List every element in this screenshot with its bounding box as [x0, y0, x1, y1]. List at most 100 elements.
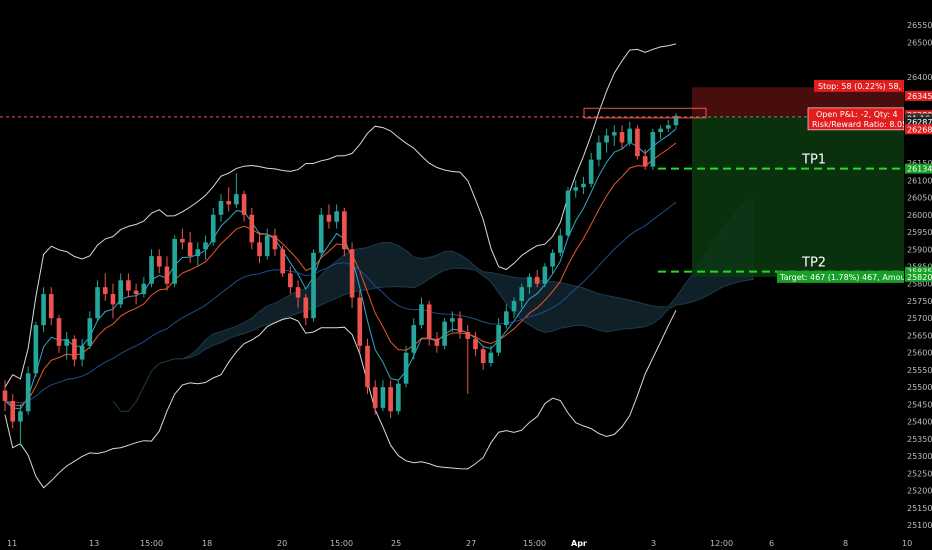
price-tag: 26134: [907, 165, 932, 174]
price-tag: 26268: [907, 125, 932, 134]
candle: [419, 297, 424, 329]
candle: [542, 263, 548, 288]
price-tick: 25250: [907, 469, 932, 478]
candle-body: [280, 249, 285, 274]
candle: [48, 287, 54, 326]
price-tick: 25500: [907, 383, 932, 392]
candle-body: [650, 132, 656, 167]
candle: [180, 228, 185, 250]
candle: [326, 204, 332, 229]
candle: [280, 245, 285, 277]
date-tick: 25: [391, 539, 401, 548]
candle-body: [187, 242, 193, 257]
price-tick: 25750: [907, 297, 932, 306]
candle: [172, 235, 177, 288]
candle: [149, 249, 154, 288]
candle-body: [480, 349, 486, 364]
candle: [56, 314, 62, 353]
bollinger-upper: [4, 43, 677, 388]
candle: [596, 135, 602, 167]
price-tick: 26500: [907, 38, 932, 47]
candle: [642, 149, 648, 170]
ema-mid: [4, 142, 677, 407]
candle-body: [527, 276, 532, 288]
candles[interactable]: [2, 113, 679, 446]
date-tick: 27: [466, 539, 476, 548]
price-tick: 26400: [907, 73, 932, 82]
date-tick: 15:00: [523, 539, 546, 548]
candle: [295, 280, 301, 308]
candle-body: [25, 373, 31, 412]
candle-body: [226, 201, 231, 205]
candle-body: [257, 242, 262, 257]
candle: [550, 249, 555, 274]
candle: [25, 366, 31, 415]
candle-body: [596, 142, 602, 160]
candle: [557, 228, 563, 257]
date-tick: 15:00: [330, 539, 353, 548]
candle: [187, 232, 193, 264]
candle-body: [642, 156, 648, 167]
candle-body: [372, 387, 378, 408]
candle-body: [658, 128, 663, 133]
candle: [288, 266, 293, 295]
candle: [457, 311, 463, 339]
candle-body: [102, 287, 108, 295]
candle-body: [588, 159, 594, 184]
candle-body: [48, 294, 54, 319]
candle: [450, 311, 455, 332]
candle: [203, 235, 208, 260]
price-tag-bg: [905, 271, 932, 282]
candle-body: [172, 238, 177, 284]
candle-body: [627, 128, 633, 143]
candle-body: [434, 338, 440, 346]
date-axis[interactable]: 11 13 15:00 18 20 15:00 25 27 15:00 Apr 3 12:00 6 8 10: [7, 539, 912, 548]
indicator-lines: [4, 43, 677, 489]
candle-body: [203, 242, 208, 250]
date-tick: 11: [7, 539, 17, 548]
candle-body: [10, 400, 16, 422]
price-tick: 25100: [907, 521, 932, 530]
candle: [218, 194, 224, 222]
date-tick: 8: [843, 539, 848, 548]
candle-body: [380, 387, 386, 408]
candle-body: [396, 383, 401, 412]
candle: [334, 204, 339, 229]
candle: [465, 325, 471, 395]
candle: [473, 331, 478, 357]
price-tick: 25700: [907, 314, 932, 323]
candle-body: [326, 214, 332, 222]
candle: [511, 297, 517, 319]
price-tag-bg: [905, 124, 932, 135]
price-tick: 25550: [907, 366, 932, 375]
candle: [426, 300, 432, 346]
candle-body: [288, 273, 293, 288]
candle: [519, 283, 525, 308]
candle-body: [635, 128, 640, 157]
date-tick: 3: [651, 539, 656, 548]
candle-body: [511, 300, 517, 312]
stop-label: Stop: 58 (0.22%) 58, Amount:: [818, 82, 932, 91]
candle-body: [64, 338, 70, 346]
candle: [249, 207, 255, 250]
candle: [588, 152, 594, 188]
candle: [95, 280, 100, 322]
candle: [665, 120, 671, 133]
price-tick: 26150: [907, 159, 932, 168]
candle: [118, 273, 124, 308]
candle-body: [504, 311, 509, 326]
price-tick: 25300: [907, 452, 932, 461]
price-tag: 25820: [907, 273, 932, 282]
price-tag-bg: [905, 90, 932, 101]
candle: [72, 335, 77, 367]
entry-box[interactable]: [583, 107, 707, 119]
candle-body: [581, 183, 586, 188]
candle-body: [496, 325, 501, 353]
candle-body: [349, 249, 355, 298]
candle: [241, 190, 247, 222]
price-tick: 25600: [907, 349, 932, 358]
candle: [272, 228, 278, 257]
target-zone: [692, 115, 904, 277]
candle: [565, 187, 571, 239]
